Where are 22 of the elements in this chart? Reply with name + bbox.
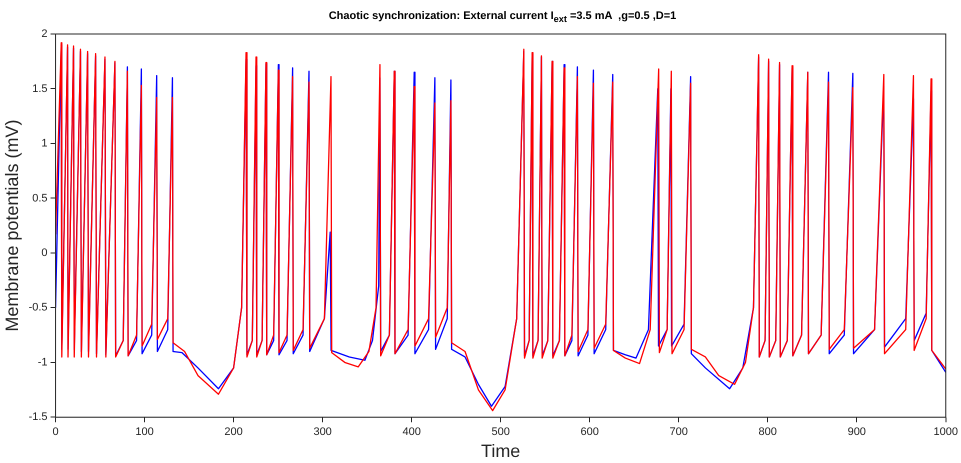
y-tick-label: 0.5 — [32, 192, 48, 204]
y-tick-label: 0 — [41, 247, 48, 260]
chart-title: Chaotic synchronization: External current I$_{ext}$ =3.5 mA ,g=0.5 ,D=1 — [328, 10, 678, 24]
x-tick-label: 500 — [491, 426, 510, 438]
y-tick-label: -1 — [38, 356, 48, 368]
x-tick-label: 800 — [758, 426, 777, 438]
x-tick-label: 200 — [224, 426, 243, 438]
y-tick-label: -1.5 — [28, 411, 48, 424]
y-tick-label: 1 — [41, 138, 48, 150]
x-tick-label: 300 — [313, 426, 332, 438]
x-axis-title: Time — [480, 441, 520, 462]
x-tick-label: 1000 — [934, 426, 958, 438]
x-tick-label: 400 — [402, 426, 421, 438]
x-tick-label: 700 — [670, 426, 688, 438]
x-tick-label: 600 — [580, 426, 599, 438]
x-tick-label: 900 — [848, 426, 866, 438]
y-axis-title: Membrane potentials (mV) — [2, 120, 22, 332]
x-tick-label: 100 — [135, 426, 154, 438]
y-tick-label: 2 — [41, 28, 48, 40]
y-tick-label: 1.5 — [32, 82, 48, 95]
y-tick-label: -0.5 — [28, 302, 48, 314]
x-tick-label: 0 — [52, 426, 59, 438]
